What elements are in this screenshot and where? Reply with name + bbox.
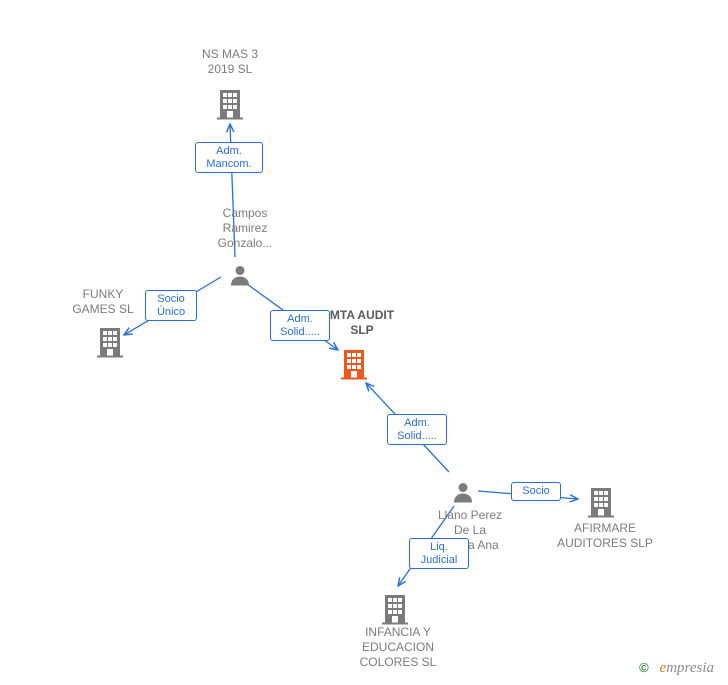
building-icon — [94, 326, 126, 358]
person-icon — [228, 263, 252, 287]
edge-label-llano_infancia: Liq. Judicial — [409, 538, 469, 569]
node-label-ns_mas_3: NS MAS 3 2019 SL — [185, 47, 275, 77]
copyright-symbol: © — [639, 660, 649, 675]
node-ns_mas_3[interactable] — [214, 88, 246, 125]
building-icon — [214, 88, 246, 120]
node-mta_audit[interactable] — [338, 348, 370, 385]
node-label-funky_games: FUNKY GAMES SL — [58, 287, 148, 317]
node-campos[interactable] — [228, 263, 252, 292]
edge-label-campos_mta: Adm. Solid..... — [270, 310, 330, 341]
edge-label-campos_nsmas3: Adm. Mancom. — [195, 142, 263, 173]
edge-label-llano_mta: Adm. Solid..... — [387, 414, 447, 445]
node-label-afirmare: AFIRMARE AUDITORES SLP — [545, 521, 665, 551]
node-llano[interactable] — [451, 480, 475, 509]
building-icon — [585, 486, 617, 518]
edge-label-llano_afirmare: Socio — [511, 482, 561, 501]
node-funky_games[interactable] — [94, 326, 126, 363]
building-icon — [338, 348, 370, 380]
node-label-mta_audit: MTA AUDIT SLP — [317, 308, 407, 338]
footer-credit: © empresia — [639, 660, 714, 677]
node-afirmare[interactable] — [585, 486, 617, 523]
diagram-canvas: NS MAS 3 2019 SL FUNKY GAMES SL MTA AUDI… — [0, 0, 728, 685]
brand-rest: mpresia — [666, 660, 714, 676]
person-icon — [451, 480, 475, 504]
node-label-campos: Campos Ramirez Gonzalo... — [210, 206, 280, 251]
building-icon — [379, 593, 411, 625]
edge-label-campos_funky: Socio Único — [145, 290, 197, 321]
node-label-infancia: INFANCIA Y EDUCACION COLORES SL — [343, 625, 453, 670]
